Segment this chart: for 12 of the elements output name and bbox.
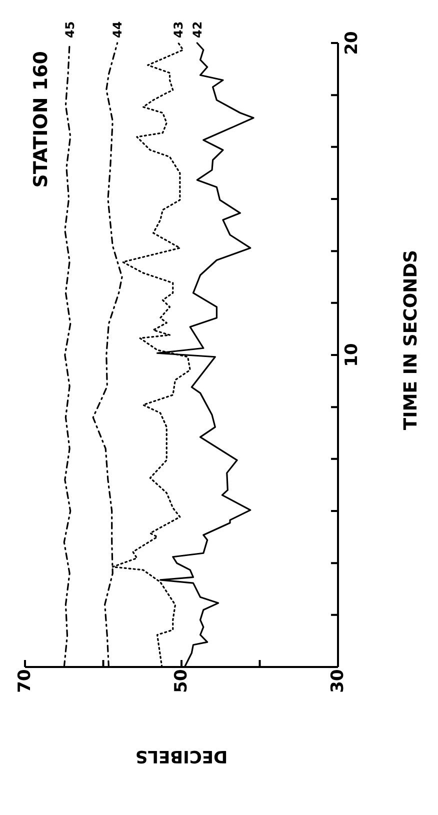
text: STATION 160 — [30, 51, 52, 188]
x-tick-label: 50 — [172, 669, 192, 693]
y-tick-label: 10 — [342, 343, 362, 367]
text: 42 — [190, 21, 204, 38]
x-axis-title: DECIBELS — [135, 746, 228, 766]
text: 45 — [62, 21, 77, 38]
y-tick-label: 20 — [342, 31, 362, 55]
text: 44 — [110, 21, 125, 38]
x-tick-label: 30 — [328, 669, 348, 693]
text: 43 — [172, 21, 186, 38]
y-axis-title: TIME IN SECONDS — [400, 250, 422, 430]
x-tick-label: 70 — [15, 669, 35, 693]
